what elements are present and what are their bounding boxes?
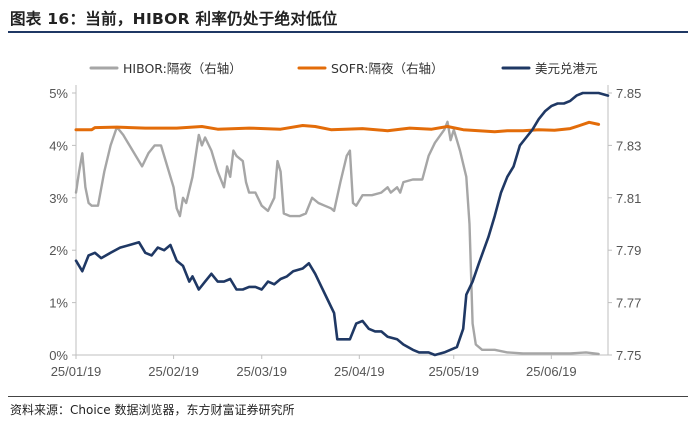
legend-label-1: HIBOR:隔夜（右轴）: [123, 61, 242, 76]
x-tick-label: 25/04/19: [334, 364, 385, 379]
y-left-tick-label: 2%: [49, 243, 68, 258]
page-title: 图表 16：当前，HIBOR 利率仍处于绝对低位: [10, 10, 338, 28]
legend-label-3: 美元兑港元: [535, 61, 598, 76]
y-left-tick-label: 1%: [49, 296, 68, 311]
y-left-tick-label: 3%: [49, 191, 68, 206]
y-right-tick-label: 7.75: [616, 348, 641, 363]
x-tick-label: 25/03/19: [236, 364, 287, 379]
series-line-2: [74, 120, 601, 134]
y-left-tick-label: 4%: [49, 138, 68, 153]
y-left-tick-label: 5%: [49, 86, 68, 101]
legend: HIBOR:隔夜（右轴） SOFR:隔夜（右轴） 美元兑港元: [89, 61, 598, 76]
y-left-tick-label: 0%: [49, 348, 68, 363]
source-note: 资料来源：Choice 数据浏览器，东方财富证券研究所: [10, 403, 295, 417]
y-right-tick-label: 7.79: [616, 243, 641, 258]
legend-label-2: SOFR:隔夜（右轴）: [331, 61, 443, 76]
y-right-tick-label: 7.81: [616, 191, 641, 206]
series-line-1: [74, 120, 600, 356]
y-right-tick-label: 7.77: [616, 296, 641, 311]
x-tick-label: 25/05/19: [428, 364, 479, 379]
chart-series: [74, 91, 610, 357]
y-right-tick-label: 7.85: [616, 86, 641, 101]
x-tick-label: 25/06/19: [526, 364, 577, 379]
x-tick-label: 25/01/19: [51, 364, 102, 379]
y-right-tick-label: 7.83: [616, 138, 641, 153]
title-rule: [8, 31, 688, 33]
source-rule: [8, 396, 688, 397]
x-tick-label: 25/02/19: [148, 364, 199, 379]
series-line-3: [74, 91, 610, 357]
